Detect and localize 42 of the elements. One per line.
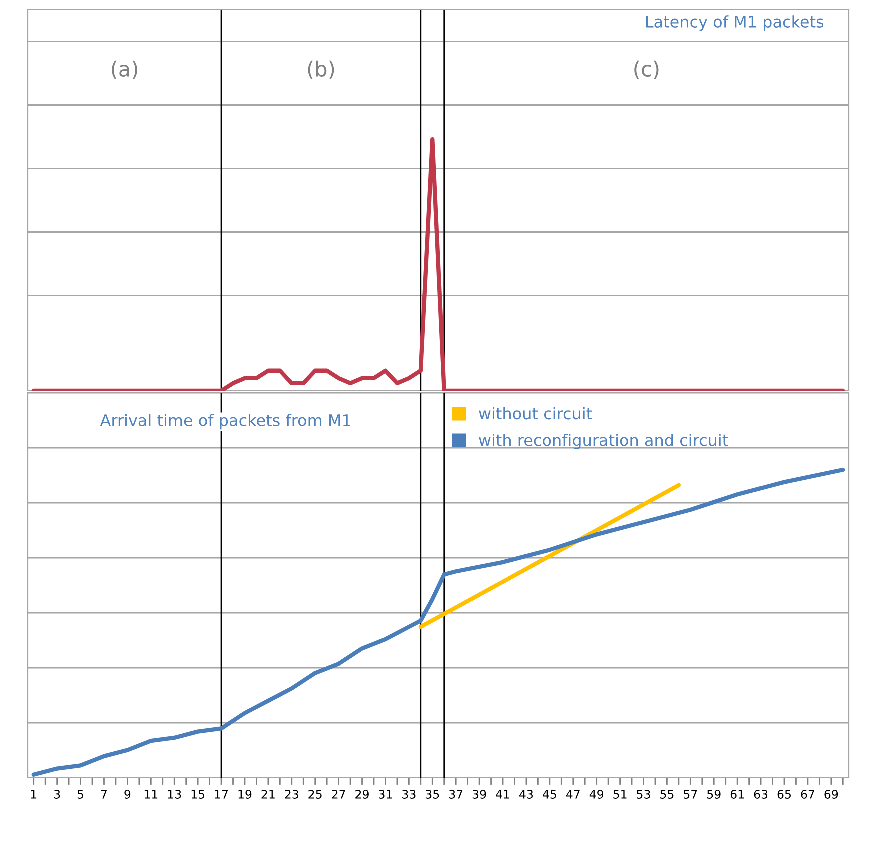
x-tick-label: 31: [379, 790, 392, 799]
x-tick-label: 43: [520, 790, 534, 799]
x-tick-label: 47: [566, 790, 580, 799]
x-tick-label: 23: [285, 790, 298, 799]
legend-label: with reconfiguration and circuit: [479, 434, 728, 450]
x-tick-label: 57: [684, 790, 698, 799]
x-tick-label: 27: [332, 790, 346, 799]
x-tick-label: 5: [78, 790, 84, 799]
x-tick-label: 21: [262, 790, 275, 799]
x-tick-label: 55: [660, 790, 674, 799]
text: (b): [308, 60, 334, 80]
x-tick-label: 37: [449, 790, 463, 799]
x-tick-label: 17: [215, 790, 228, 799]
x-tick-label: 33: [402, 790, 416, 799]
x-tick-label: 65: [778, 790, 791, 799]
x-tick-label: 69: [824, 790, 838, 799]
x-tick-label: 13: [168, 790, 182, 799]
x-tick-label: 45: [542, 790, 556, 799]
x-tick-label: 63: [754, 790, 768, 799]
x-tick-label: 67: [801, 790, 814, 799]
x-tick-label: 7: [101, 790, 107, 799]
x-tick-label: 3: [54, 790, 60, 799]
chart-title: Latency of M1 packets: [646, 16, 824, 32]
x-tick-label: 53: [637, 790, 650, 799]
x-tick-label: 25: [308, 790, 322, 799]
text: (c): [634, 60, 659, 80]
x-tick-label: 29: [356, 790, 369, 799]
x-tick-label: 11: [144, 790, 158, 799]
x-tick-label: 35: [426, 790, 440, 799]
x-tick-label: 61: [730, 790, 744, 799]
x-tick-label: 19: [238, 790, 252, 799]
x-tick-label: 59: [708, 790, 721, 799]
x-tick-label: 1: [31, 790, 37, 799]
x-tick-label: 39: [472, 790, 486, 799]
legend-label: without circuit: [479, 407, 592, 420]
text: (a): [112, 60, 138, 80]
x-tick-label: 49: [590, 790, 604, 799]
x-tick-label: 41: [496, 790, 510, 799]
x-tick-label: 15: [192, 790, 205, 799]
chart-title: Arrival time of packets from M1: [100, 414, 350, 430]
x-tick-label: 51: [614, 790, 627, 799]
x-tick-label: 9: [124, 790, 131, 799]
